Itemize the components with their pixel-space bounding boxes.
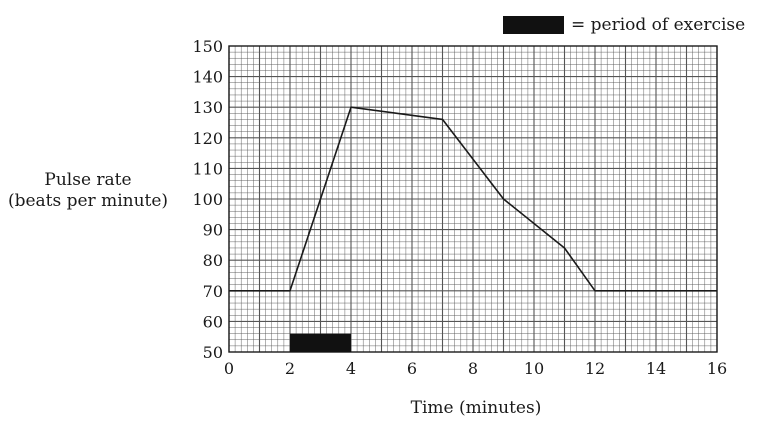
pulse-rate-line: [229, 106, 717, 292]
y-tick-label: 110: [192, 159, 223, 178]
x-tick-label: 6: [407, 359, 417, 378]
x-tick-label: 8: [468, 359, 478, 378]
x-tick-label: 12: [585, 359, 605, 378]
y-tick-label: 100: [192, 190, 223, 209]
plot-frame: [228, 45, 718, 353]
y-tick-label: 90: [203, 221, 223, 240]
y-tick-label: 130: [192, 98, 223, 117]
x-tick-label: 4: [346, 359, 356, 378]
x-tick-label: 14: [646, 359, 666, 378]
y-tick-label: 150: [192, 37, 223, 56]
x-tick-label: 2: [285, 359, 295, 378]
x-axis-label: Time (minutes): [411, 398, 542, 418]
x-tick-label: 0: [224, 359, 234, 378]
y-tick-label: 80: [203, 251, 223, 270]
x-tick-label: 10: [524, 359, 544, 378]
y-axis-label-line2: (beats per minute): [8, 191, 168, 211]
series-layer: [229, 106, 717, 292]
y-tick-label: 140: [192, 68, 223, 87]
y-tick-labels: 50 60 70 80 90 100 110 120 130 140 150: [192, 37, 223, 362]
exercise-period: [290, 333, 351, 352]
y-tick-label: 70: [203, 282, 223, 301]
legend-text: = period of exercise: [571, 15, 745, 35]
y-tick-label: 60: [203, 312, 223, 331]
x-tick-labels: 0 2 4 6 8 10 12 14 16: [224, 359, 727, 378]
legend-swatch: [503, 16, 564, 34]
y-tick-label: 120: [192, 129, 223, 148]
exercise-period-bar: [290, 333, 351, 352]
x-tick-label: 16: [707, 359, 727, 378]
y-axis-label-line1: Pulse rate: [44, 170, 131, 190]
plot-border: [228, 45, 718, 353]
y-tick-label: 50: [203, 343, 223, 362]
